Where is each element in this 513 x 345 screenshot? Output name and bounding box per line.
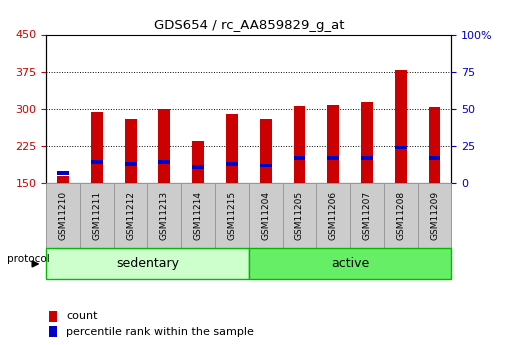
Text: active: active (331, 257, 369, 270)
Bar (418, 183, 451, 248)
Bar (317, 183, 350, 248)
Bar (181, 183, 215, 248)
Bar (49, 326, 57, 337)
Bar (125, 119, 136, 183)
Bar (293, 156, 305, 160)
Text: protocol: protocol (7, 254, 50, 264)
Bar (293, 106, 305, 183)
Text: count: count (66, 311, 97, 321)
Bar (49, 310, 57, 322)
Bar (46, 183, 80, 248)
Title: GDS654 / rc_AA859829_g_at: GDS654 / rc_AA859829_g_at (153, 19, 344, 32)
Text: GSM11212: GSM11212 (126, 191, 135, 240)
Bar (46, 248, 249, 279)
Bar (57, 171, 69, 175)
Text: percentile rank within the sample: percentile rank within the sample (66, 327, 254, 337)
Bar (91, 112, 103, 183)
Text: GSM11215: GSM11215 (227, 191, 236, 240)
Bar (350, 183, 384, 248)
Text: GSM11205: GSM11205 (295, 191, 304, 240)
Bar (226, 114, 238, 183)
Bar (249, 183, 283, 248)
Text: GSM11207: GSM11207 (363, 191, 371, 240)
Text: sedentary: sedentary (116, 257, 179, 270)
Bar (215, 183, 249, 248)
Bar (429, 156, 441, 160)
Bar (260, 164, 271, 167)
Bar (125, 162, 136, 166)
Bar (159, 160, 170, 164)
Bar (192, 165, 204, 169)
Bar (361, 102, 373, 183)
Text: GSM11211: GSM11211 (92, 191, 102, 240)
Bar (327, 105, 339, 183)
Bar (80, 183, 114, 248)
Text: GSM11206: GSM11206 (329, 191, 338, 240)
Bar (429, 107, 441, 183)
Text: GSM11214: GSM11214 (193, 191, 203, 240)
Bar (148, 183, 181, 248)
Text: GSM11213: GSM11213 (160, 191, 169, 240)
Bar (226, 162, 238, 166)
Text: GSM11209: GSM11209 (430, 191, 439, 240)
Text: GSM11210: GSM11210 (58, 191, 68, 240)
Bar (91, 160, 103, 164)
Bar (395, 146, 407, 149)
Bar (384, 183, 418, 248)
Text: GSM11208: GSM11208 (396, 191, 405, 240)
Bar (159, 109, 170, 183)
Bar (327, 156, 339, 160)
Bar (361, 156, 373, 160)
Bar (192, 141, 204, 183)
Bar (260, 119, 271, 183)
Text: GSM11204: GSM11204 (261, 191, 270, 240)
Bar (395, 70, 407, 183)
Bar (57, 176, 69, 183)
Bar (249, 248, 451, 279)
Bar (283, 183, 317, 248)
Bar (114, 183, 148, 248)
